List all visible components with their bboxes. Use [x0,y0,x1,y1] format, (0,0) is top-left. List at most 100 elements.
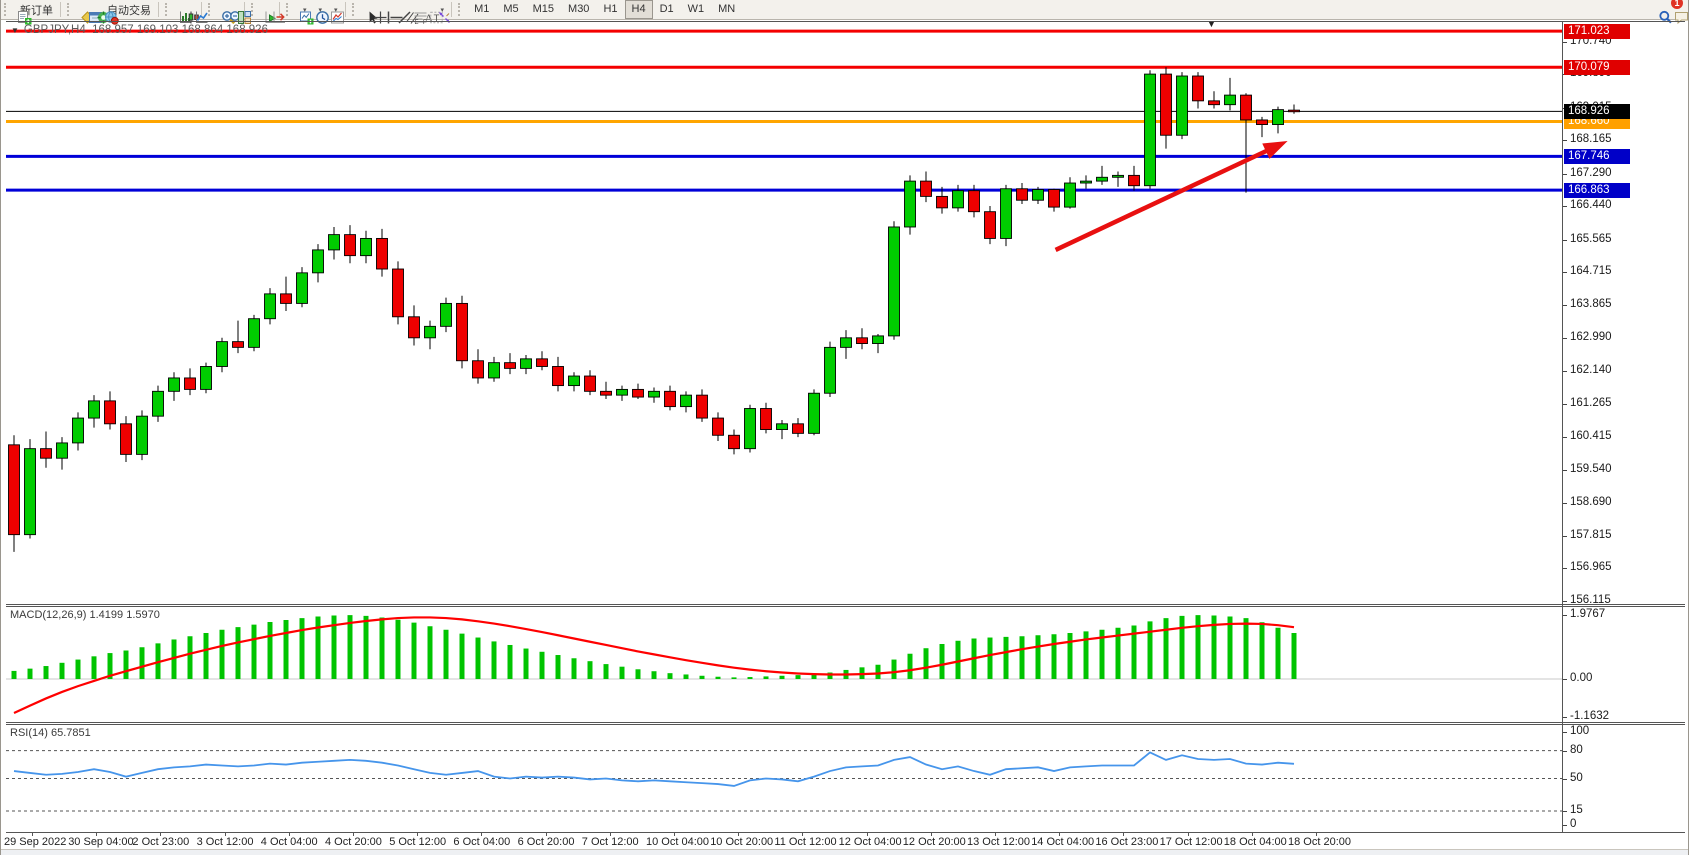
chart-shift-marker[interactable]: ▼ [1207,19,1216,29]
price-line-badge: 167.746 [1564,148,1630,164]
macd-tick-label: 1.9767 [1570,607,1606,620]
time-tick [930,832,932,836]
price-tick-label: 168.165 [1570,133,1612,146]
bear-candle-body [600,390,612,396]
bar-chart-button[interactable] [174,0,192,23]
time-tick [1251,832,1253,836]
chart-title-ohlc: 168.957 169.103 168.864 168.926 [92,24,268,36]
templates-button[interactable]: ▾ [326,0,345,23]
timeframe-m30-label: M30 [568,3,590,15]
time-label: 29 Sep 2022 [4,836,67,848]
timeframe-m15[interactable]: M15 [526,0,561,19]
chart-shift-button[interactable] [268,0,285,23]
main-macd-splitter[interactable] [6,604,1685,605]
bull-candle-body [424,325,436,339]
bear-candle-body [120,423,132,455]
svg-text:E: E [414,20,418,26]
rsi-line [13,751,1295,787]
timeframe-h1[interactable]: H1 [596,0,624,19]
time-tick [545,832,547,836]
price-tick-label: 162.990 [1570,331,1612,344]
trend-arrow-line[interactable] [1054,147,1271,252]
macd-rsi-splitter[interactable] [6,722,1685,723]
price-tick [1562,140,1567,142]
cursor-button[interactable] [361,0,378,23]
bear-candle-body [1048,189,1060,208]
price-tick [1562,535,1567,537]
auto-scroll-button[interactable] [260,0,277,23]
one-click-collapse-icon[interactable]: ▼ [11,26,19,35]
time-tick [96,832,98,836]
bull-candle-body [952,190,964,209]
bear-candle-body [760,408,772,430]
price-tick-label: 156.115 [1570,593,1611,606]
time-tick [160,832,162,836]
timeframe-d1[interactable]: D1 [653,0,681,19]
bear-candle-body [232,341,244,348]
bull-candle-body [840,337,852,348]
timeframe-m30[interactable]: M30 [561,0,596,19]
bull-candle-body [776,423,788,430]
price-tick-label: 166.440 [1570,199,1612,212]
timeframe-h4[interactable]: H4 [624,0,653,19]
text-button[interactable]: A [417,0,433,25]
bull-candle-body [888,226,900,337]
periods-button[interactable]: ▾ [311,0,329,24]
bull-candle-body [488,362,500,379]
price-tick [1562,272,1567,274]
rsi-level-label: 80 [1570,743,1583,756]
time-label: 18 Oct 04:00 [1223,836,1287,848]
bull-candle-body [136,415,148,455]
bull-candle-body [1080,180,1092,184]
tile-windows-button[interactable] [233,0,251,24]
time-tick [353,832,354,836]
svg-text:F: F [423,20,427,26]
market-watch-button[interactable] [76,0,94,24]
timeframe-w1[interactable]: W1 [681,0,712,19]
new-chart-button[interactable]: ▾ [295,0,314,24]
community-button[interactable]: 1 [1670,0,1688,24]
notification-badge: 1 [1671,0,1683,9]
bear-candle-body [1016,188,1028,201]
macd-rsi-splitter-2[interactable] [6,724,1685,725]
timeframe-m1[interactable]: M1 [467,0,496,19]
zoom-in-button[interactable] [217,0,236,24]
time-label: 12 Oct 20:00 [902,836,966,848]
time-tick [288,832,290,836]
line-chart-button[interactable] [190,0,208,23]
timeframe-mn[interactable]: MN [711,0,742,19]
time-label: 10 Oct 04:00 [646,836,709,848]
text-label-button[interactable]: T [425,0,443,24]
trend-arrow-head[interactable] [1262,140,1288,159]
bear-candle-body [584,375,596,392]
price-tick [1562,41,1567,43]
macd-canvas[interactable] [6,607,1562,722]
timeframe-m5[interactable]: M5 [496,0,525,19]
time-label: 7 Oct 12:00 [581,836,639,848]
price-line-badge: 166.863 [1564,182,1630,198]
fibonacci-button[interactable]: F [409,0,427,26]
toolbar-grip [4,3,9,16]
price-axis-line[interactable] [1562,22,1563,832]
chevron-down-icon: ▾ [318,6,323,14]
rsi-canvas[interactable] [6,725,1562,832]
rsi-tick [1562,750,1567,752]
rsi-tick [1562,825,1567,826]
bear-candle-body [408,316,420,339]
time-label: 4 Oct 04:00 [260,836,318,848]
time-tick [1187,832,1189,836]
horizontal-line-button[interactable] [385,0,403,20]
search-button[interactable] [1654,0,1672,23]
new-order-button[interactable]: 新订单 [13,0,57,24]
bull-candle-body [824,346,836,394]
trendline-button[interactable] [393,0,411,24]
bear-candle-body [1128,174,1140,187]
main-macd-splitter-2[interactable] [6,606,1685,607]
autotrading-button[interactable]: 自动交易 [100,0,155,25]
macd-indicator-label: MACD(12,26,9) 1.4199 1.5970 [10,609,160,621]
macd-signal-line [13,616,1295,715]
chart-title-symbol: GBPJPY,H4 [23,24,86,36]
time-tick [738,832,740,836]
main-chart-canvas[interactable] [6,22,1562,604]
price-tick [1562,206,1567,208]
